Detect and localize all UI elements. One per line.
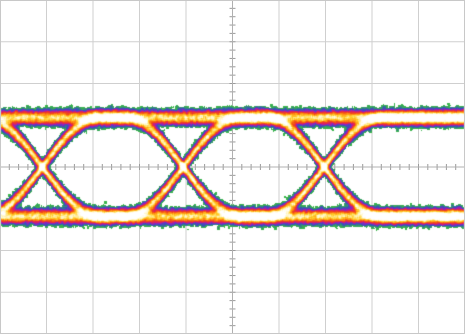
eye-diagram-chart: [0, 0, 465, 334]
eye-density-layer: [0, 0, 465, 334]
eye-density-trace: [0, 0, 465, 334]
